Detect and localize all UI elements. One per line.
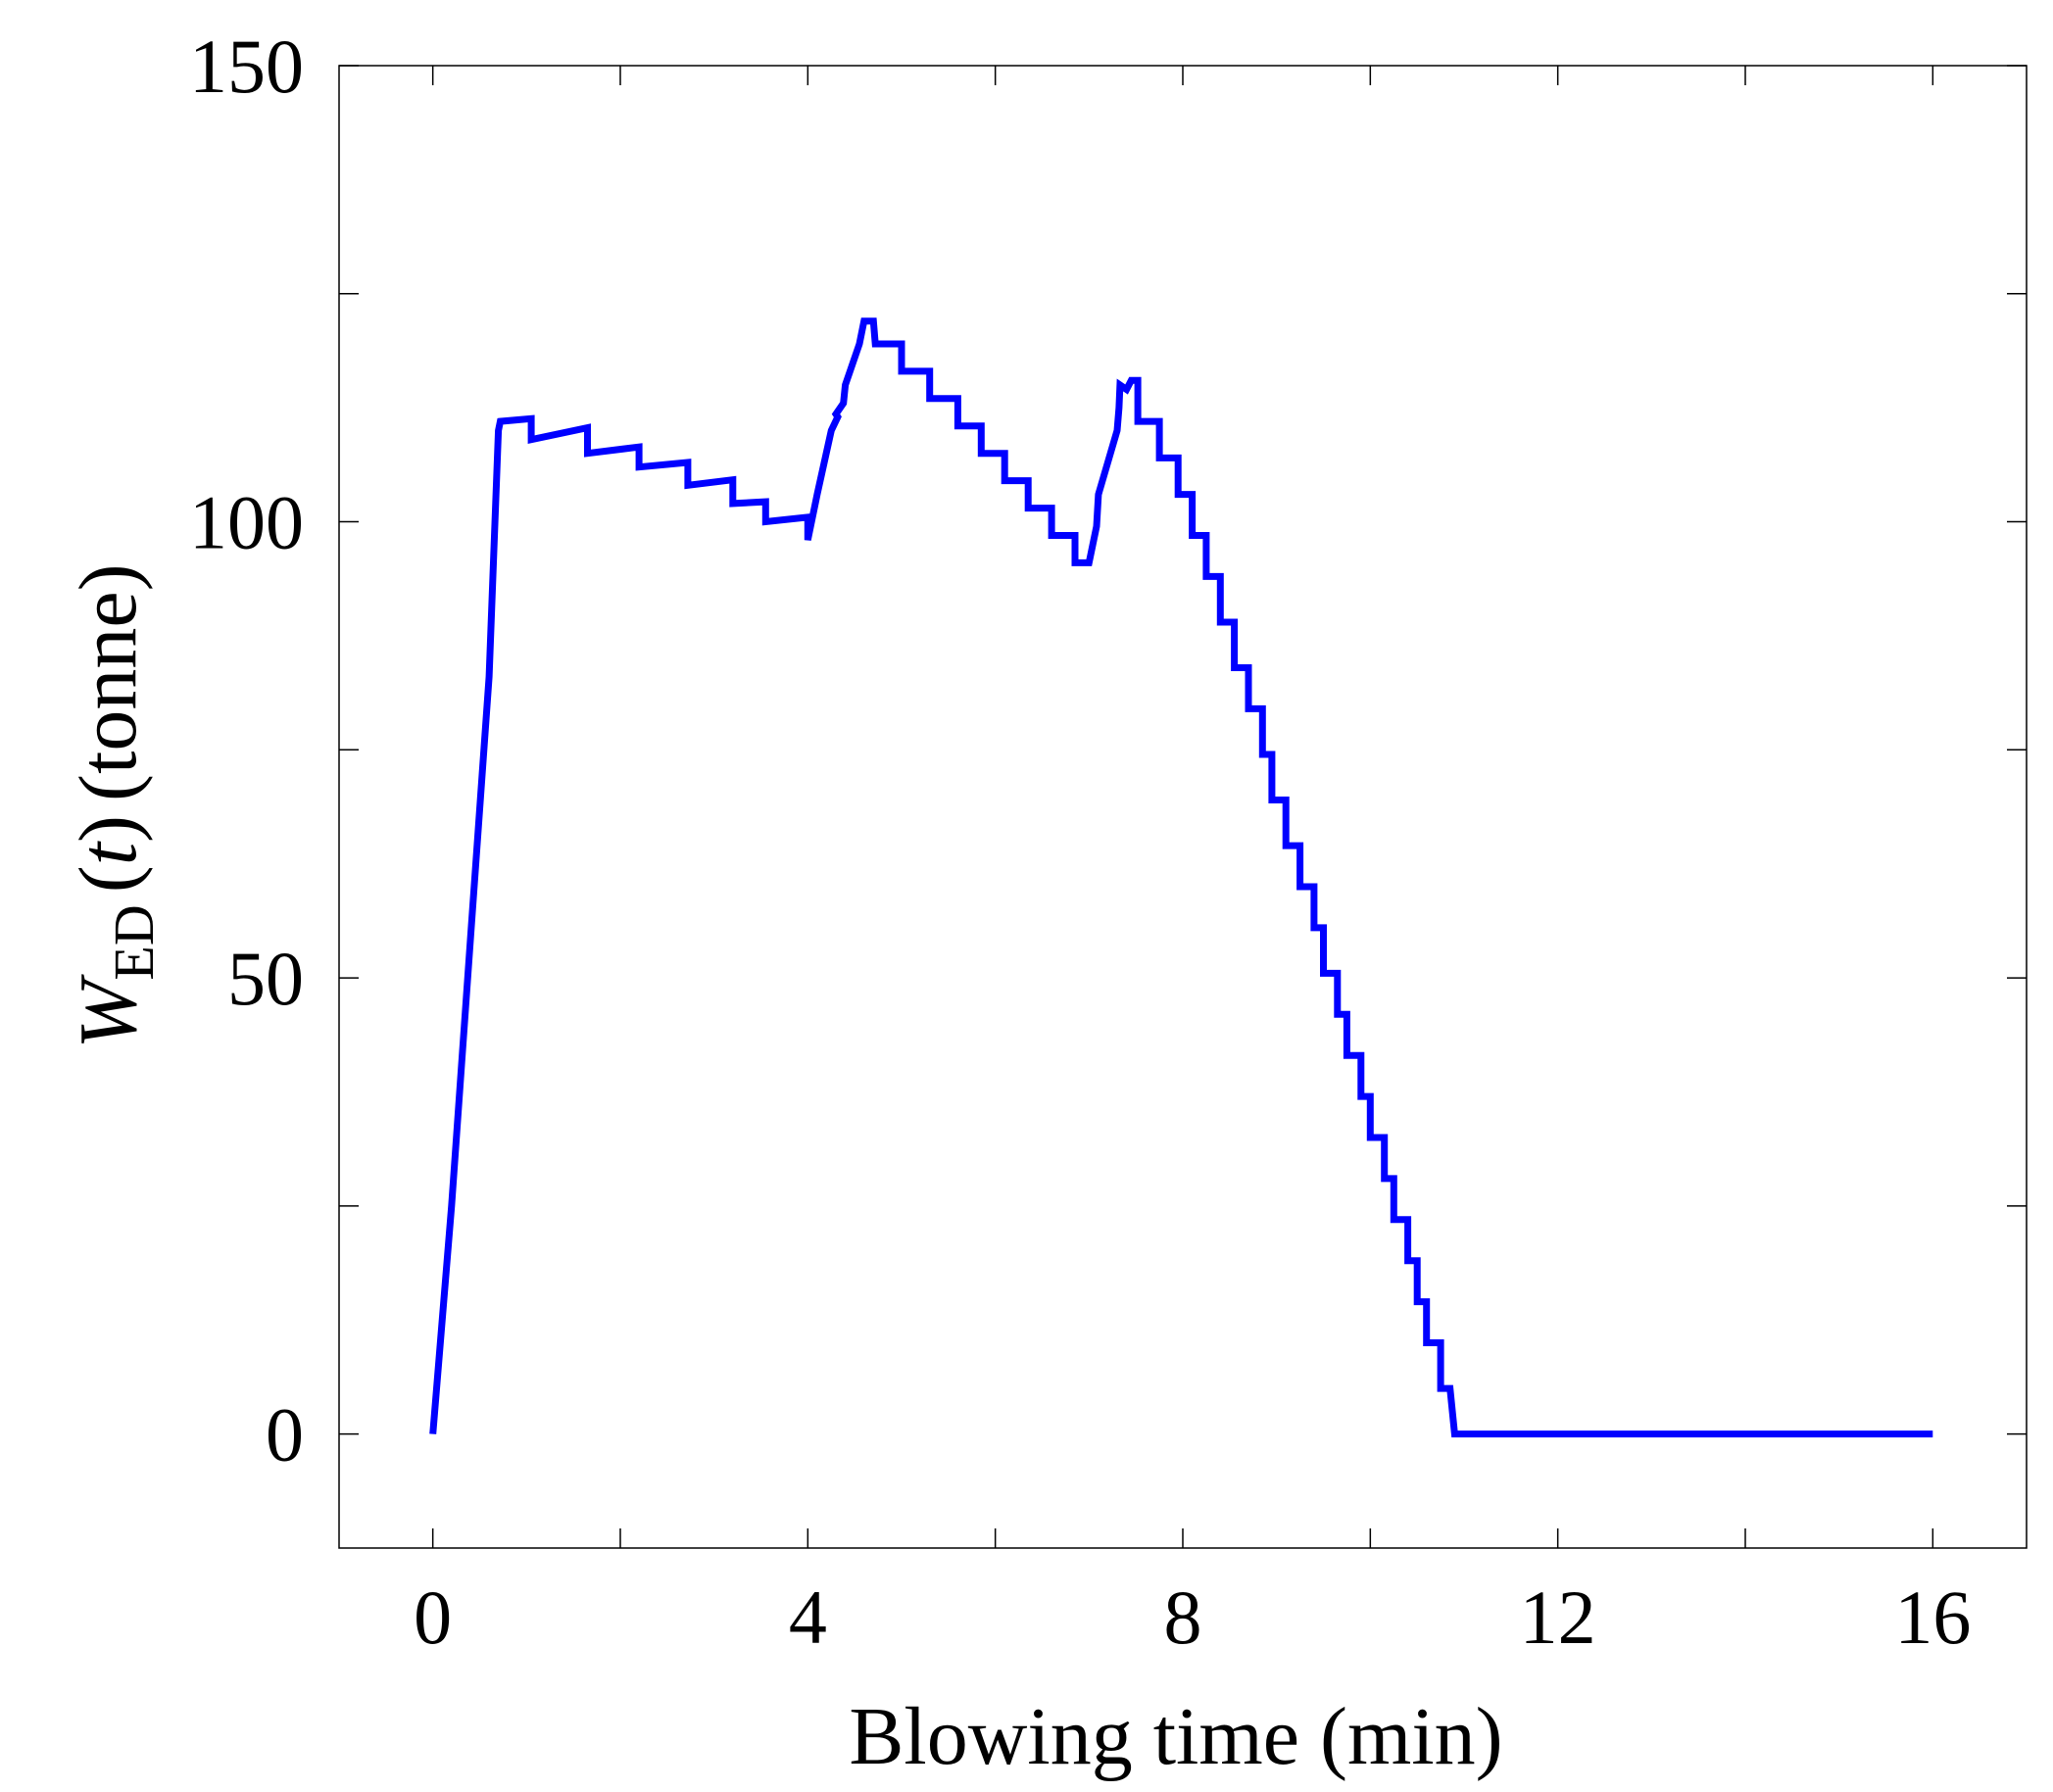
x-tick-label: 16 (1894, 1574, 1971, 1660)
x-tick-labels: 0 4 8 12 16 (414, 1574, 1971, 1660)
y-tick-label: 150 (189, 24, 304, 109)
x-tick-label: 8 (1164, 1574, 1202, 1660)
y-axis-unit: (tonne) (63, 563, 154, 801)
axis-ticks (339, 65, 2027, 1548)
y-tick-label: 50 (227, 936, 304, 1021)
y-axis-label: WED (t) (tonne) (63, 563, 166, 1048)
x-tick-label: 12 (1520, 1574, 1596, 1660)
x-tick-label: 4 (789, 1574, 827, 1660)
y-axis-arg-open: ( (63, 865, 154, 893)
y-axis-arg: t (63, 840, 154, 865)
y-tick-label: 0 (266, 1392, 304, 1477)
y-axis-arg-close: ) (63, 815, 154, 843)
x-axis-label: Blowing time (min) (849, 1691, 1502, 1782)
x-tick-label: 0 (414, 1574, 452, 1660)
y-tick-labels: 0 50 100 150 (189, 24, 304, 1477)
y-tick-label: 100 (189, 480, 304, 565)
y-axis-symbol: W (63, 974, 154, 1049)
y-axis-subscript: ED (102, 904, 166, 980)
plot-frame (338, 65, 2028, 1549)
series-line (429, 317, 1933, 1438)
svg-text:WED(t)(tonne): WED (t) (tonne) (63, 563, 166, 1048)
